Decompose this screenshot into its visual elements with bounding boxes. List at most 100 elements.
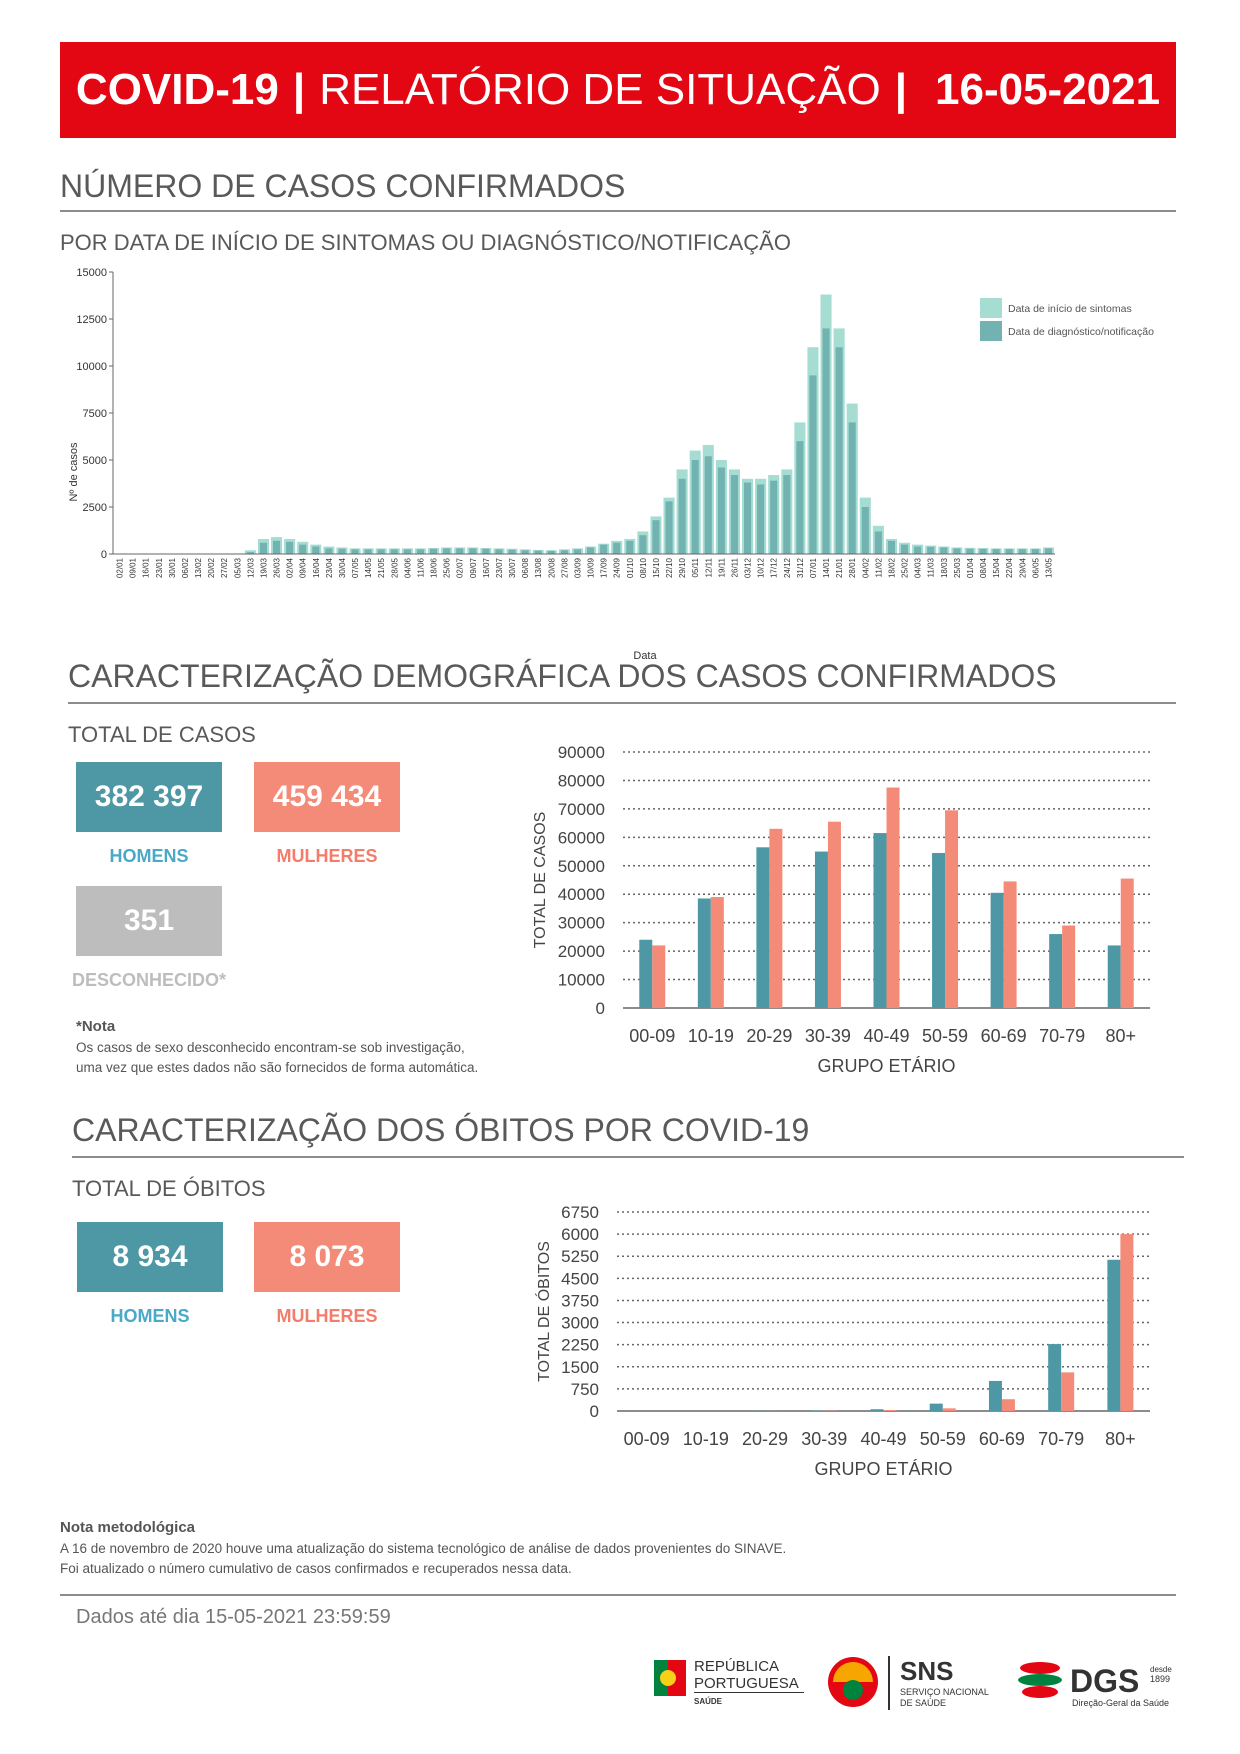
divider [60,1594,1176,1596]
bar-women [652,945,666,1008]
epi-bar [652,520,660,554]
x-tick-label: 23/07 [495,557,504,578]
women-cases-box: 459 434 [254,762,400,832]
divider [72,1156,1184,1158]
x-tick-label: 70-79 [1039,1026,1085,1046]
bar-men [756,847,770,1008]
x-tick-label: 19/11 [717,557,726,577]
x-tick-label: 06/08 [521,557,530,578]
x-tick-label: 22/04 [1005,557,1014,578]
women-deaths-box: 8 073 [254,1222,400,1292]
epi-bar [770,480,778,554]
divider [68,702,1176,704]
women-deaths-label: MULHERES [276,1306,378,1326]
note-line: Os casos de sexo desconhecido encontram-… [76,1040,465,1055]
total-cases-label: TOTAL DE CASOS [68,722,256,747]
epi-bar [273,540,281,554]
y-tick-label: 40000 [558,885,605,904]
x-tick-label: 21/05 [377,557,386,578]
cases-by-age-chart: 0 10000 20000 30000 40000 50000 60000 70000 8000… [532,743,1150,1076]
y-tick-label: 80000 [558,771,605,790]
y-tick-label: 20000 [558,942,605,961]
epi-bar [848,422,856,554]
dgs-stripe-icon [1020,1662,1060,1674]
armillary-sphere-icon [660,1670,676,1686]
bar-men [697,898,711,1008]
x-tick-label: 09/04 [299,557,308,578]
unknown-cases-label: DESCONHECIDO* [71,970,227,990]
epi-bar [626,540,634,554]
y-tick-label: 15000 [76,267,107,279]
epi-bar [286,541,294,554]
legend-label-symptoms: Data de início de sintomas [1008,303,1132,315]
x-tick-label: 09/01 [129,557,138,578]
epi-bar [901,544,909,554]
bar-men [870,1409,884,1411]
x-tick-label: 15/04 [992,557,1001,578]
bar-men [1049,934,1063,1008]
x-tick-label: 29/10 [678,557,687,578]
flag-red-icon [668,1660,686,1696]
bar-men [990,892,1004,1008]
x-tick-label: 20-29 [742,1429,788,1449]
x-tick-label: 16/07 [482,557,491,578]
methodology-title: Nota metodológica [60,1519,196,1536]
epi-bar [914,546,922,554]
x-tick-label: 08/10 [639,557,648,578]
epi-bar [547,550,555,554]
epi-bar [783,475,791,554]
x-tick-label: 40-49 [860,1429,906,1449]
x-tick-label: 30-39 [805,1026,851,1046]
x-tick-label: 28/01 [848,557,857,578]
x-tick-label: 07/01 [809,557,818,578]
epi-bar [482,548,490,554]
x-tick-label: 15/10 [652,557,661,578]
x-tick-label: 19/03 [259,557,268,578]
x-tick-label: 14/05 [364,557,373,578]
y-tick-label: 50000 [558,857,605,876]
chart-x-label: GRUPO ETÁRIO [817,1056,955,1076]
men-cases-value: 382 397 [94,780,204,813]
bar-women [1120,878,1134,1008]
chart-x-label: Data [633,650,657,662]
legend-swatch-symptoms [980,298,1002,318]
sns-dot-icon [843,1680,863,1700]
legend-label-diagnosis: Data de diagnóstico/notificação [1008,326,1154,338]
logo-underline [694,1692,804,1693]
x-tick-label: 08/04 [979,557,988,578]
x-tick-label: 12/11 [704,557,713,577]
bar-men [1107,945,1121,1008]
epi-bar [560,550,568,554]
epi-bar [338,548,346,554]
x-tick-label: 50-59 [920,1429,966,1449]
bar-men [1048,1344,1062,1411]
x-tick-label: 18/03 [940,557,949,578]
y-tick-label: 10000 [558,971,605,990]
epi-bar [495,549,503,554]
x-tick-label: 30-39 [801,1429,847,1449]
note-line: uma vez que estes dados não são fornecid… [76,1060,479,1075]
footer-logos: REPÚBLICA PORTUGUESA SAÚDE SNS SERVIÇO N… [654,1656,1172,1710]
dgs-year-text: 1899 [1150,1674,1170,1684]
men-cases-box: 382 397 [76,762,222,832]
epi-bar [665,501,673,554]
x-tick-label: 24/12 [783,557,792,578]
epi-bar [678,478,686,554]
x-tick-label: 26/03 [273,557,282,578]
y-tick-label: 3000 [561,1314,599,1333]
banner-title: RELATÓRIO DE SITUAÇÃO [319,65,881,114]
x-tick-label: 02/01 [116,557,125,578]
sns-arc-icon [833,1662,873,1682]
epi-bar [979,548,987,554]
epi-bar [822,328,830,554]
y-tick-label: 750 [571,1380,599,1399]
saude-text: SAÚDE [694,1697,723,1706]
epi-bar [521,550,529,554]
x-tick-label: 03/12 [744,557,753,578]
epi-bar [508,549,516,554]
x-tick-label: 80+ [1105,1026,1136,1046]
bar-women [1001,1399,1015,1411]
y-tick-label: 0 [101,549,107,561]
epi-bar [861,507,869,554]
epi-bar [430,548,438,554]
